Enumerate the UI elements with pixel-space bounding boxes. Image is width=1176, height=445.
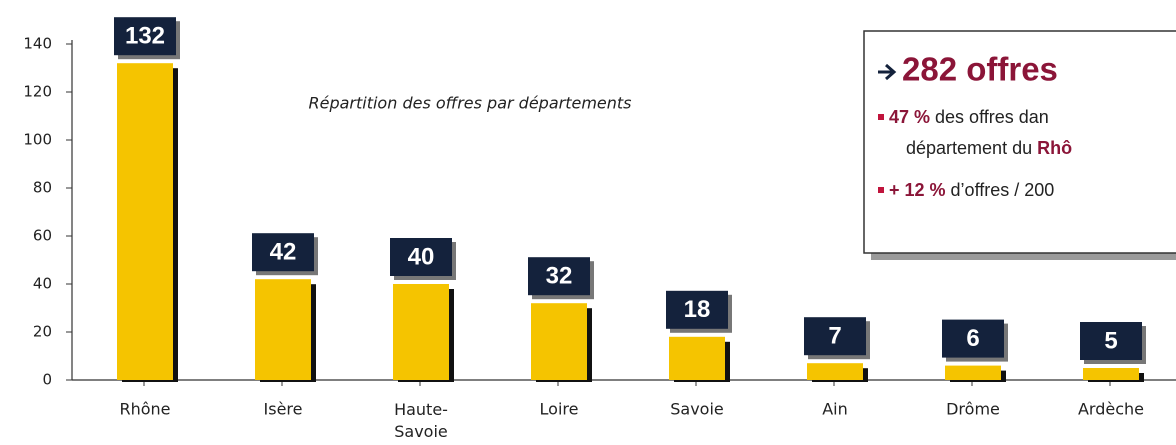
- headline: 282 offres: [902, 51, 1058, 88]
- value-label: 32: [546, 263, 573, 290]
- bullet-text: + 12 % d’offres / 200: [889, 180, 1054, 200]
- annotation-box: 282 offres 47 % des offres dan départeme…: [863, 30, 1176, 260]
- value-label-box: [804, 317, 866, 356]
- y-tick-label: 120: [23, 83, 52, 101]
- bullet: [878, 114, 884, 120]
- bar: [393, 284, 449, 380]
- value-label-box: [252, 233, 314, 272]
- y-tick-label: 140: [23, 35, 52, 53]
- highlight: Rhô: [1037, 138, 1072, 158]
- box: [863, 30, 1176, 254]
- value-label: 42: [270, 239, 297, 266]
- text: d’offres / 200: [946, 180, 1055, 200]
- value-label: 7: [828, 323, 841, 350]
- y-tick-label: 20: [33, 323, 52, 341]
- bar: [117, 63, 173, 380]
- value-label: 18: [684, 296, 711, 323]
- bar: [255, 279, 311, 380]
- y-tick-label: 100: [23, 131, 52, 149]
- x-tick-label: Drôme: [946, 400, 1000, 419]
- value-label-box: [114, 17, 176, 56]
- bar: [1083, 368, 1139, 380]
- value-label: 6: [966, 325, 979, 352]
- y-tick-label: 80: [33, 179, 52, 197]
- bar: [531, 303, 587, 380]
- x-tick-label: Ain: [822, 400, 848, 419]
- value-label-box: [666, 290, 728, 329]
- value-label-box: [942, 319, 1004, 358]
- bullet-text: 47 % des offres dan: [889, 107, 1049, 127]
- arrow-icon: [878, 63, 897, 81]
- bullet: [878, 187, 884, 193]
- text: département du: [906, 138, 1037, 158]
- value-label-box: [390, 238, 452, 276]
- value-label-box: [528, 257, 590, 296]
- x-tick-label: Rhône: [119, 400, 170, 419]
- y-tick-label: 40: [33, 275, 52, 293]
- x-tick-label: Loire: [540, 400, 579, 419]
- x-tick-label: Haute-Savoie: [394, 400, 448, 441]
- bar: [807, 363, 863, 380]
- text: des offres dan: [930, 107, 1049, 127]
- value-label: 132: [125, 23, 165, 50]
- chart-title: Répartition des offres par départements: [308, 94, 631, 113]
- y-tick-label: 0: [42, 371, 52, 389]
- bullet-text: département du Rhô: [906, 138, 1072, 158]
- bar: [669, 336, 725, 380]
- value-label-box: [1080, 322, 1142, 360]
- value-label: 40: [408, 243, 435, 270]
- value-label: 5: [1104, 327, 1117, 354]
- x-tick-label: Ardèche: [1078, 400, 1144, 419]
- highlight: + 12 %: [889, 180, 946, 200]
- bar: [945, 365, 1001, 380]
- highlight: 47 %: [889, 107, 930, 127]
- y-tick-label: 60: [33, 227, 52, 245]
- x-tick-label: Savoie: [670, 400, 724, 419]
- x-tick-label: Isère: [264, 400, 303, 419]
